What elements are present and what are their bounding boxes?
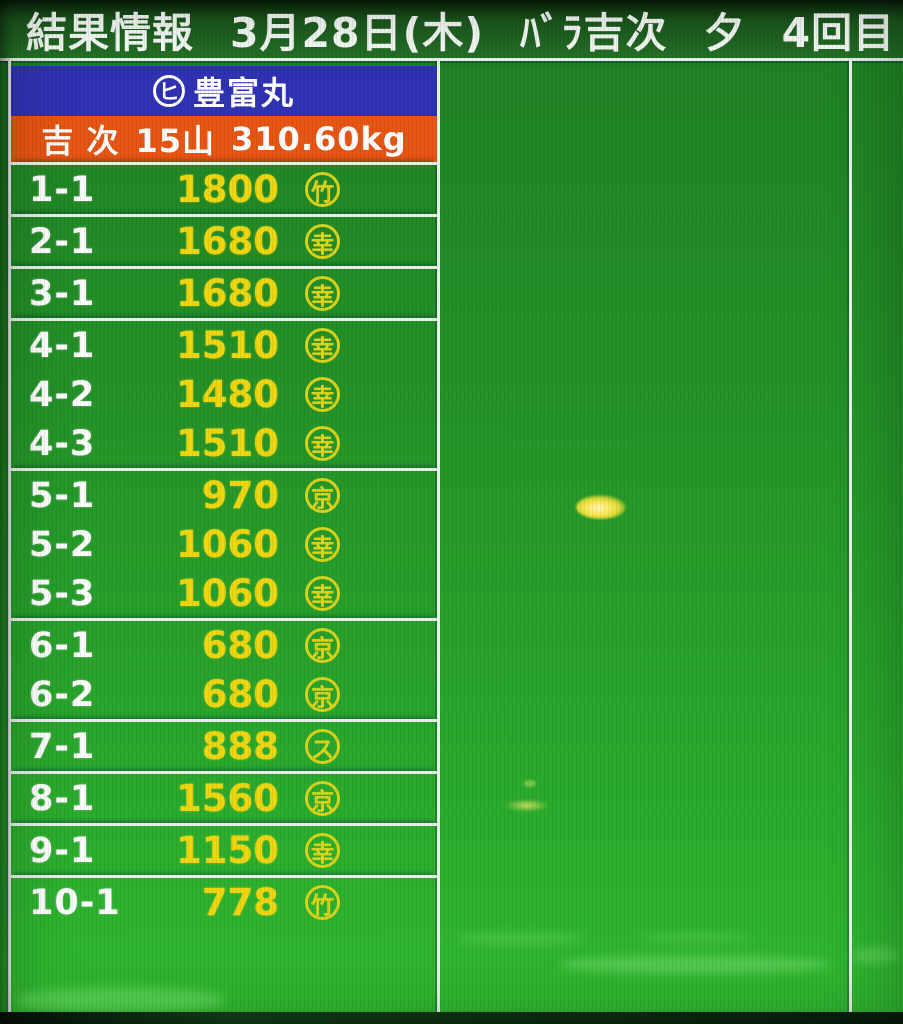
results-groups: 1-1 1800 竹 2-1 1680 幸 3-1 1680 幸 4-1 1510 幸 4-2 1480 幸… [11, 162, 437, 927]
buyer-mark-icon: 幸 [305, 276, 340, 311]
buyer-mark-icon: 幸 [305, 833, 340, 868]
header-round: 4回目 [781, 9, 896, 57]
price-value: 1680 [176, 272, 279, 315]
row-group: 5-1 970 京 5-2 1060 幸 5-3 1060 幸 [11, 468, 437, 618]
total-weight: 310.60kg [231, 120, 407, 158]
price-value: 1060 [176, 523, 279, 566]
lot-summary-row: 吉 次 15山 310.60kg [11, 116, 437, 162]
buyer-mark-icon: 京 [305, 677, 340, 712]
table-row: 9-1 1150 幸 [11, 826, 437, 875]
price-value: 778 [201, 881, 279, 924]
lot-id: 6-1 [29, 625, 96, 666]
page-title: 結果情報 [26, 9, 194, 57]
table-row: 4-3 1510 幸 [11, 419, 437, 468]
row-group: 10-1 778 竹 [11, 875, 437, 927]
buyer-mark-icon: 幸 [305, 224, 340, 259]
buyer-mark-icon: 京 [305, 781, 340, 816]
table-row: 6-2 680 京 [11, 670, 437, 719]
price-value: 1560 [176, 777, 279, 820]
screen-glare-spot [576, 495, 626, 519]
table-row: 1-1 1800 竹 [11, 165, 437, 214]
table-row: 7-1 888 ス [11, 722, 437, 771]
buyer-mark-icon: ス [305, 729, 340, 764]
lot-id: 5-2 [29, 524, 96, 565]
row-group: 3-1 1680 幸 [11, 266, 437, 318]
row-group: 4-1 1510 幸 4-2 1480 幸 4-3 1510 幸 [11, 318, 437, 468]
lot-id: 4-3 [29, 423, 96, 464]
price-value: 1480 [176, 373, 279, 416]
screen-glare-streak [560, 956, 830, 973]
price-value: 1060 [176, 572, 279, 615]
table-row: 4-2 1480 幸 [11, 370, 437, 419]
buyer-mark-icon: 竹 [305, 172, 340, 207]
grid-line-middle [437, 61, 440, 1012]
header-date: 3月28日(木) [230, 9, 485, 57]
row-group: 9-1 1150 幸 [11, 823, 437, 875]
price-value: 1680 [176, 220, 279, 263]
price-value: 1510 [176, 422, 279, 465]
header-divider-line [0, 58, 903, 61]
lot-id: 4-2 [29, 374, 96, 415]
header-product: ﾊﾞﾗ吉次 [520, 9, 668, 57]
table-row: 3-1 1680 幸 [11, 269, 437, 318]
vessel-header-row: ヒ 豊富丸 [11, 66, 437, 116]
price-value: 970 [201, 474, 279, 517]
fish-name: 吉 次 [41, 122, 120, 160]
lot-id: 1-1 [29, 169, 96, 210]
screen-glare-streak [852, 948, 898, 963]
table-row: 2-1 1680 幸 [11, 217, 437, 266]
lot-id: 4-1 [29, 325, 96, 366]
price-value: 680 [201, 673, 279, 716]
lot-id: 3-1 [29, 273, 96, 314]
buyer-mark-icon: 幸 [305, 377, 340, 412]
buyer-mark-icon: 幸 [305, 527, 340, 562]
row-group: 2-1 1680 幸 [11, 214, 437, 266]
lot-id: 10-1 [29, 882, 121, 923]
price-value: 888 [201, 725, 279, 768]
buyer-mark-icon: 幸 [305, 576, 340, 611]
grid-line-left [8, 61, 11, 1012]
table-row: 10-1 778 竹 [11, 878, 437, 927]
vessel-mark-icon: ヒ [152, 75, 185, 107]
header-session: 夕 [703, 9, 746, 57]
price-value: 680 [201, 624, 279, 667]
screen-glare-streak [455, 933, 585, 944]
results-table: ヒ 豊富丸 吉 次 15山 310.60kg 1-1 1800 竹 2-1 1680 幸 3… [11, 61, 437, 927]
row-group: 7-1 888 ス [11, 719, 437, 771]
screen-glare-streak [640, 933, 750, 943]
lot-count: 15山 [135, 122, 216, 160]
screen-glare-spot [524, 780, 536, 787]
lot-id: 8-1 [29, 778, 96, 819]
row-group: 8-1 1560 京 [11, 771, 437, 823]
table-row: 6-1 680 京 [11, 621, 437, 670]
price-value: 1150 [176, 829, 279, 872]
table-row: 8-1 1560 京 [11, 774, 437, 823]
screen-glare-spot [505, 799, 549, 812]
lot-id: 9-1 [29, 830, 96, 871]
buyer-mark-icon: 竹 [305, 885, 340, 920]
lot-id: 5-1 [29, 475, 96, 516]
table-row: 5-1 970 京 [11, 471, 437, 520]
lot-id: 7-1 [29, 726, 96, 767]
buyer-mark-icon: 京 [305, 628, 340, 663]
price-value: 1800 [176, 168, 279, 211]
row-group: 1-1 1800 竹 [11, 162, 437, 214]
grid-line-right [849, 61, 852, 1012]
screen-bottom-bezel [0, 1012, 903, 1024]
table-row: 5-2 1060 幸 [11, 520, 437, 569]
row-group: 6-1 680 京 6-2 680 京 [11, 618, 437, 719]
table-row: 5-3 1060 幸 [11, 569, 437, 618]
lot-id: 2-1 [29, 221, 96, 262]
buyer-mark-icon: 幸 [305, 426, 340, 461]
header-bar: 結果情報 3月28日(木) ﾊﾞﾗ吉次 夕 4回目 [0, 0, 903, 58]
price-value: 1510 [176, 324, 279, 367]
buyer-mark-icon: 京 [305, 478, 340, 513]
vessel-name: 豊富丸 [192, 74, 295, 112]
screen-glare-streak [16, 988, 226, 1012]
lot-id: 6-2 [29, 674, 96, 715]
buyer-mark-icon: 幸 [305, 328, 340, 363]
table-row: 4-1 1510 幸 [11, 321, 437, 370]
lot-id: 5-3 [29, 573, 96, 614]
